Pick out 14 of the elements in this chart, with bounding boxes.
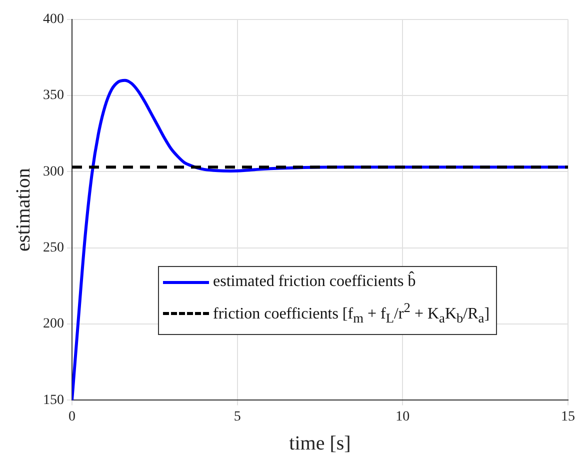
x-tick-label: 5 (234, 409, 241, 424)
y-tick-label: 250 (43, 240, 64, 256)
y-tick-label: 150 (43, 392, 64, 408)
y-tick-label: 350 (43, 88, 64, 104)
text: friction coefficients [f$_{m}$ + f$_{L}$/r$^{2}$ + K$_{a}$K$_{b}$/R$_{a}$] (213, 300, 490, 326)
x-tick-label: 10 (396, 409, 410, 424)
x-tick-label: 15 (561, 409, 575, 424)
x-tick-label: 0 (68, 409, 76, 424)
y-tick-label: 200 (43, 316, 64, 332)
y-axis-title: estimation (12, 168, 34, 252)
y-tick-label: 400 (43, 12, 64, 28)
legend-label: estimated friction coefficients b̂ (213, 270, 416, 292)
y-tick-label: 300 (43, 164, 64, 180)
x-axis-title: time [s] (289, 432, 351, 454)
